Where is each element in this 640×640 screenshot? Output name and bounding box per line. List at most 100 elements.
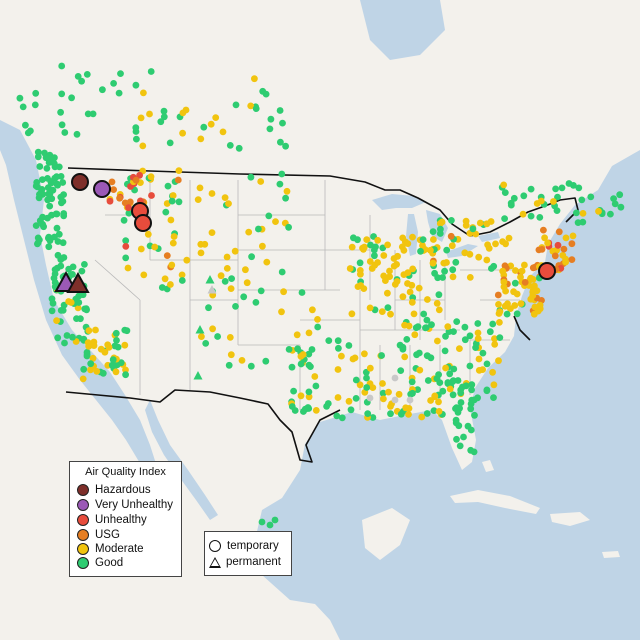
monitor-point <box>148 192 155 199</box>
monitor-point <box>457 399 465 406</box>
monitor-point <box>205 304 212 312</box>
monitor-point <box>46 202 54 210</box>
monitor-point <box>356 259 364 267</box>
monitor-point <box>89 110 97 118</box>
monitor-point <box>501 189 509 197</box>
monitor-point <box>419 236 427 244</box>
circle-outline-icon <box>209 540 221 552</box>
monitor-point <box>395 390 403 398</box>
monitor-point <box>448 217 455 224</box>
monitor-point <box>444 379 452 386</box>
monitor-point <box>569 232 577 240</box>
monitor-point <box>121 341 129 349</box>
legend-label: Good <box>95 557 124 569</box>
monitor-point <box>517 273 524 281</box>
monitor-point <box>57 108 64 116</box>
monitor-point <box>441 347 449 355</box>
monitor-point <box>48 295 56 303</box>
monitor-point <box>568 256 576 263</box>
very-unhealthy-swatch-icon <box>77 499 89 511</box>
aqi-large-monitors <box>54 173 556 293</box>
monitor-point <box>436 230 444 237</box>
monitor-point <box>552 185 559 193</box>
monitor-point <box>305 393 313 401</box>
monitor-point <box>34 148 42 156</box>
monitor-point <box>169 192 177 199</box>
monitor-point <box>468 381 476 389</box>
monitor-point <box>160 113 168 121</box>
monitor-point <box>361 243 368 251</box>
monitor-point <box>352 395 360 402</box>
monitor-point <box>517 300 525 307</box>
monitor-point <box>170 233 178 240</box>
monitor-point <box>466 332 474 340</box>
yucatan <box>362 508 410 560</box>
monitor-point <box>361 350 368 358</box>
monitor-point <box>114 343 122 351</box>
legend-item-permanent: permanent <box>209 555 281 569</box>
monitor-point <box>282 194 289 202</box>
pacific-ocean <box>0 120 158 480</box>
monitor-point <box>333 412 341 420</box>
usg-swatch-icon <box>77 529 89 541</box>
monitor-point <box>466 250 474 258</box>
monitor-point <box>209 325 217 333</box>
monitor-point <box>521 279 529 286</box>
hudson-bay <box>360 0 445 60</box>
monitor-point <box>579 210 587 217</box>
monitor-point <box>462 382 470 390</box>
monitor-point <box>399 234 407 242</box>
monitor-point <box>59 179 67 186</box>
monitor-point <box>587 193 595 201</box>
monitor-point <box>278 268 286 276</box>
monitor-point <box>311 373 319 380</box>
monitor-point <box>194 196 202 204</box>
monitor-point <box>22 121 29 129</box>
legend-label: Hazardous <box>95 484 151 496</box>
monitor-point <box>399 293 407 301</box>
monitor-point <box>616 191 624 199</box>
monitor-point <box>117 70 124 77</box>
monitor-point <box>496 319 503 326</box>
monitor-point <box>32 222 40 230</box>
monitor-point <box>265 212 273 220</box>
monitor-point <box>384 289 391 297</box>
monitor-point <box>442 364 449 372</box>
monitor-point <box>378 308 386 315</box>
monitor-point <box>106 197 114 205</box>
monitor-point <box>474 335 482 342</box>
monitor-point <box>248 253 256 261</box>
monitor-point <box>208 229 216 237</box>
monitor-point <box>285 223 292 231</box>
monitor-point <box>212 114 220 121</box>
triangle-outline-icon <box>209 556 221 568</box>
monitor-point <box>371 252 378 260</box>
us-border <box>65 167 579 463</box>
monitor-point <box>58 90 66 98</box>
monitor-point <box>537 197 545 205</box>
monitor-point <box>397 367 405 374</box>
monitor-point <box>226 142 234 149</box>
monitor-point <box>558 184 566 192</box>
monitor-point <box>422 324 430 331</box>
gulf-of-california <box>145 400 218 520</box>
monitor-point <box>402 404 410 412</box>
monitor-point <box>168 261 176 269</box>
monitor-point <box>48 211 55 219</box>
monitor-point <box>363 384 371 391</box>
monitor-point <box>288 403 296 410</box>
monitor-point <box>51 163 59 171</box>
monitor-point <box>423 410 431 417</box>
monitor-point <box>491 341 499 348</box>
monitor-point <box>424 377 432 384</box>
monitor-point <box>221 194 229 202</box>
monitor-point <box>440 259 448 267</box>
monitor-point <box>453 318 461 325</box>
monitor-point <box>575 184 583 192</box>
monitor-point <box>136 171 144 179</box>
monitor-point <box>403 336 411 343</box>
monitor-point <box>435 306 443 314</box>
monitor-point <box>366 394 374 402</box>
legend-item-hazardous: Hazardous <box>77 483 151 497</box>
monitor-point <box>217 272 225 280</box>
